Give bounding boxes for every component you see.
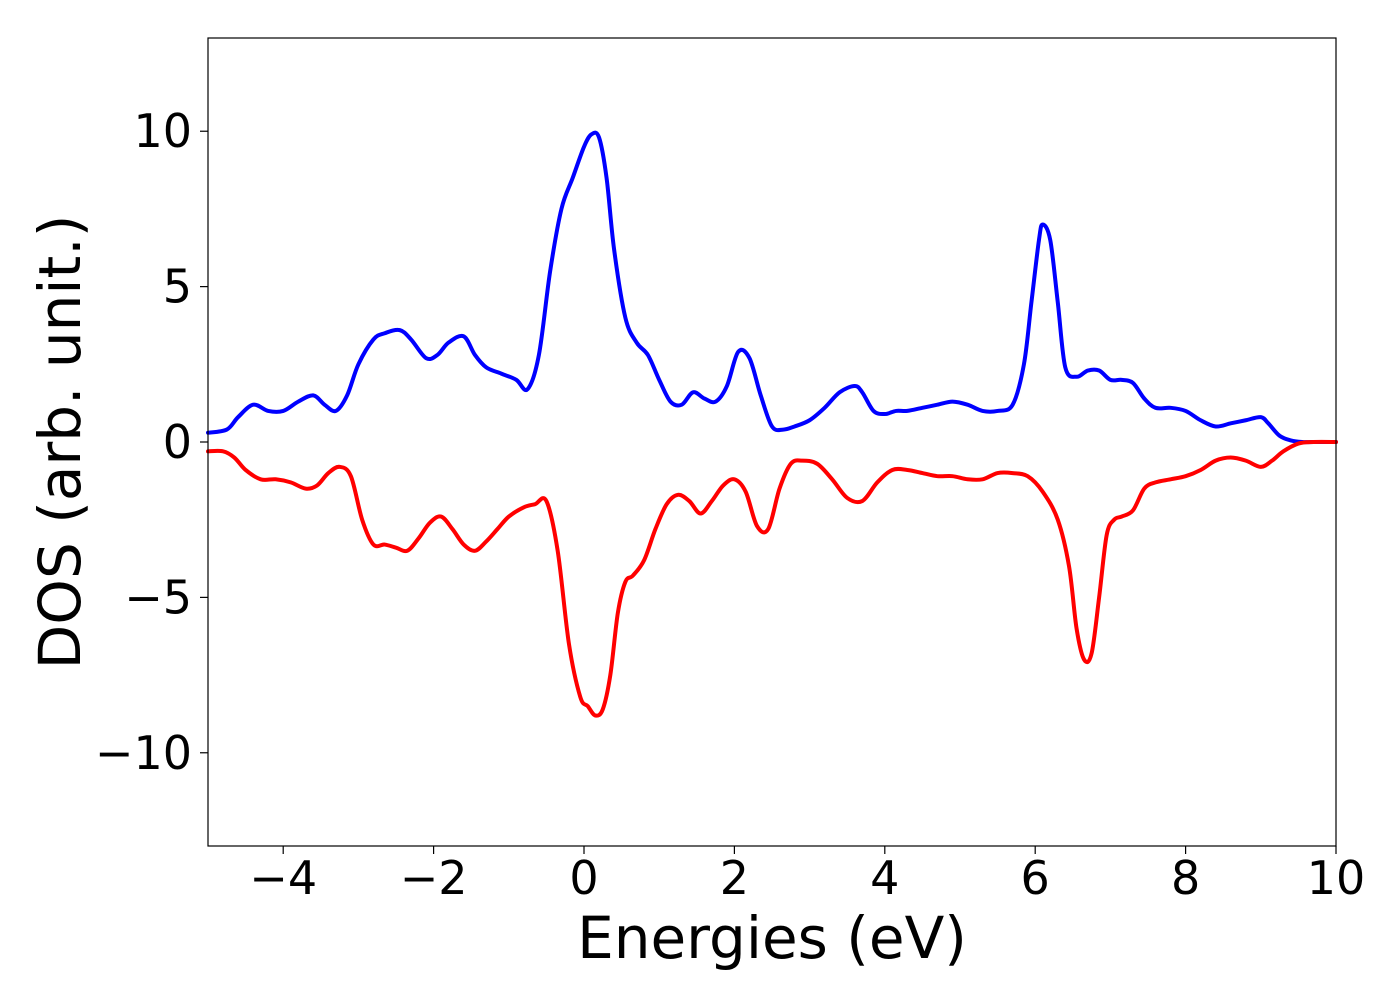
x-tick-label: 2 — [720, 851, 749, 905]
x-tick-label: 8 — [1171, 851, 1200, 905]
y-tick-label: 10 — [133, 104, 192, 158]
y-tick-label: 5 — [163, 260, 192, 314]
plot-area — [206, 130, 1338, 718]
x-tick-label: −2 — [400, 851, 468, 905]
y-axis: −10 −5 0 5 10 — [95, 104, 208, 780]
x-tick-label: 0 — [569, 851, 598, 905]
x-tick-label: 6 — [1021, 851, 1050, 905]
x-tick-label: 4 — [870, 851, 899, 905]
x-axis-label: Energies (eV) — [577, 904, 967, 972]
x-tick-label: 10 — [1307, 851, 1366, 905]
y-tick-label: −5 — [124, 570, 192, 624]
series-line-spin-down — [206, 439, 1338, 718]
x-axis: −4 −2 0 2 4 6 8 10 — [249, 846, 1365, 905]
y-tick-label: −10 — [95, 726, 192, 780]
series-line-spin-up — [206, 130, 1338, 445]
axes-frame — [207, 37, 1337, 847]
y-tick-label: 0 — [163, 415, 192, 469]
x-tick-label: −4 — [249, 851, 317, 905]
y-axis-label: DOS (arb. unit.) — [26, 215, 94, 670]
